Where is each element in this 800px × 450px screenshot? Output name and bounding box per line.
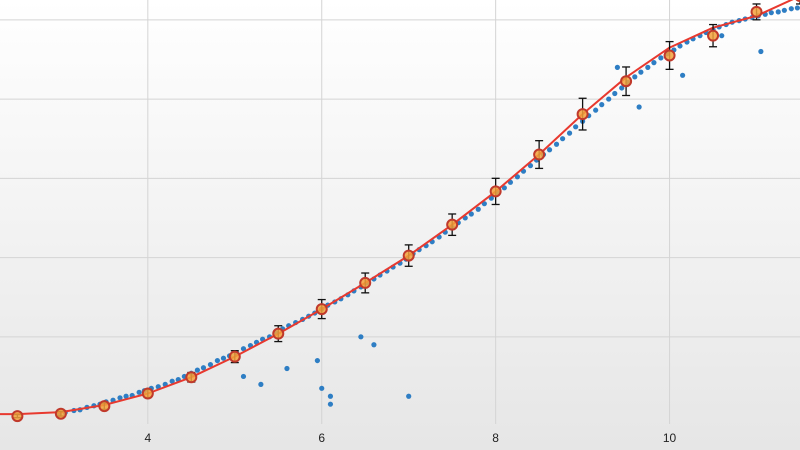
scatter-point bbox=[612, 90, 618, 97]
scatter-point bbox=[314, 357, 320, 364]
scatter-point bbox=[658, 55, 664, 61]
binned-mean-marker bbox=[446, 218, 459, 231]
scatter-point bbox=[214, 357, 220, 364]
scatter-point bbox=[327, 401, 334, 407]
scatter-point bbox=[468, 211, 474, 217]
scatter-point bbox=[240, 346, 247, 352]
scatter-point bbox=[136, 389, 142, 395]
fit-curve bbox=[0, 0, 794, 416]
scatter-point bbox=[123, 393, 129, 399]
scatter-point bbox=[327, 393, 334, 399]
binned-mean-marker bbox=[228, 350, 241, 363]
binned-mean-markers bbox=[11, 0, 800, 423]
binned-mean-marker bbox=[54, 407, 67, 420]
scatter-point bbox=[645, 64, 651, 70]
grid bbox=[0, 0, 800, 424]
binned-mean-marker bbox=[98, 400, 111, 413]
binned-mean-marker bbox=[489, 185, 502, 198]
scatter-point bbox=[619, 85, 625, 91]
scatter-point bbox=[651, 60, 657, 66]
scatter-point bbox=[220, 355, 227, 361]
scatter-point bbox=[481, 201, 487, 207]
scatter-point bbox=[606, 96, 612, 102]
x-tick-label: 8 bbox=[492, 431, 499, 445]
scatter-point bbox=[371, 342, 377, 348]
scatter-point bbox=[566, 130, 573, 136]
scatter-point bbox=[788, 6, 794, 12]
scatter-point bbox=[546, 147, 553, 153]
binned-mean-marker bbox=[315, 303, 328, 316]
x-tick-label: 10 bbox=[663, 431, 677, 445]
scatter-point bbox=[599, 102, 605, 108]
scatter-point bbox=[781, 7, 787, 13]
binned-mean-marker bbox=[620, 75, 633, 88]
scatter-point bbox=[553, 141, 560, 147]
scatter-point bbox=[258, 381, 264, 387]
scatter-point bbox=[794, 5, 800, 11]
x-axis: 4 6 8 10 bbox=[144, 431, 676, 445]
fit-curve-layer bbox=[0, 0, 794, 416]
scatter-point bbox=[775, 9, 781, 15]
scatter-point bbox=[593, 107, 599, 113]
scatter-point bbox=[636, 104, 642, 110]
scatter-point bbox=[194, 367, 200, 373]
binned-mean-marker bbox=[359, 276, 372, 289]
scatter-point bbox=[319, 385, 325, 391]
binned-mean-marker bbox=[141, 387, 154, 400]
scatter-point bbox=[638, 69, 644, 75]
binned-mean-marker bbox=[402, 249, 415, 262]
binned-mean-marker bbox=[11, 410, 24, 423]
scatter-point bbox=[680, 72, 686, 78]
scatter-point bbox=[475, 206, 481, 212]
scatter-point bbox=[169, 378, 175, 384]
x-tick-label: 6 bbox=[318, 431, 325, 445]
scatter-point bbox=[207, 361, 214, 368]
scatter-point bbox=[527, 163, 534, 169]
scatter-point bbox=[758, 48, 764, 55]
binned-mean-marker bbox=[185, 371, 198, 384]
scatter-point bbox=[117, 395, 123, 401]
binned-mean-marker bbox=[272, 327, 285, 340]
binned-mean-marker bbox=[533, 148, 546, 161]
scatter-point bbox=[200, 365, 207, 371]
binned-mean-marker bbox=[576, 108, 589, 121]
scatter-point bbox=[501, 185, 507, 191]
x-tick-label: 4 bbox=[144, 431, 151, 445]
scatter-point bbox=[573, 124, 579, 130]
scatter-point bbox=[768, 10, 774, 16]
scatter-point bbox=[284, 365, 290, 372]
scatter-point bbox=[677, 43, 683, 49]
scatter-point bbox=[358, 334, 364, 340]
binned-mean-marker bbox=[663, 49, 676, 62]
binned-mean-marker bbox=[750, 5, 763, 18]
scatter-point bbox=[240, 373, 247, 380]
scatter-point bbox=[632, 74, 638, 80]
scatter-point bbox=[719, 33, 725, 39]
scatter-point bbox=[614, 64, 620, 70]
binned-mean-marker bbox=[707, 29, 720, 42]
binned-mean-marker bbox=[795, 0, 800, 3]
error-bar bbox=[796, 0, 800, 5]
scatter-point bbox=[514, 174, 520, 180]
scatter-point bbox=[560, 136, 566, 142]
scatter-point bbox=[406, 393, 412, 399]
